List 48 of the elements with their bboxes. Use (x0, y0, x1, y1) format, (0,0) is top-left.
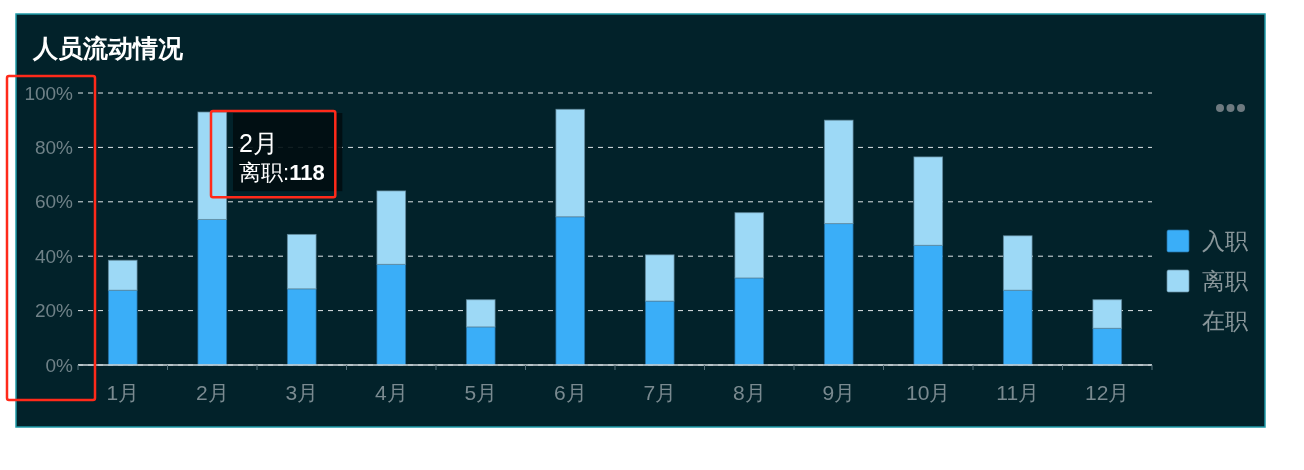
bar (197, 111, 228, 220)
x-tick-label: 11月 (996, 381, 1040, 404)
x-tick-label: 4月 (374, 381, 408, 404)
bar (555, 108, 586, 218)
annotation: 离职:118 (239, 160, 325, 186)
y-tick-label: 40% (34, 245, 74, 267)
x-tick-label: 12月 (1085, 381, 1130, 404)
x-tick-label: 1月 (106, 381, 140, 404)
bar (107, 289, 138, 366)
annotation: 2月 (239, 128, 278, 157)
x-tick-label: 6月 (553, 381, 587, 404)
y-tick-label: 100% (24, 82, 74, 104)
bar (1002, 289, 1033, 366)
bar (197, 218, 228, 366)
bar (555, 216, 586, 366)
bar (376, 263, 407, 366)
bar (286, 288, 317, 366)
x-tick-label: 9月 (822, 381, 856, 404)
bar (644, 300, 675, 366)
chart-title: 人员流动情况 (32, 34, 184, 62)
x-tick-label: 3月 (285, 381, 319, 404)
bar (1092, 299, 1123, 329)
y-tick-label: 20% (34, 300, 74, 322)
y-tick-label: 60% (34, 191, 74, 213)
bar (1092, 327, 1123, 366)
x-tick-label: 10月 (906, 381, 951, 404)
text: 在职 (1202, 308, 1248, 335)
bar (734, 212, 765, 279)
bar (465, 299, 496, 328)
bar (107, 259, 138, 291)
legend-label: 离职 (1202, 268, 1248, 295)
x-tick-label: 8月 (732, 381, 766, 404)
bar (376, 190, 407, 265)
x-tick-label: 2月 (195, 381, 229, 404)
bar (823, 223, 854, 366)
bar (734, 277, 765, 366)
legend-label: 入职 (1202, 228, 1248, 255)
y-tick-label: 0% (45, 354, 74, 376)
bar (465, 326, 496, 366)
x-tick-label: 5月 (464, 381, 498, 404)
bar (286, 233, 317, 290)
y-tick-label: 80% (34, 137, 74, 159)
bar (913, 156, 944, 246)
bar (913, 244, 944, 366)
bar (644, 254, 675, 302)
bar (1002, 235, 1033, 291)
bar (823, 119, 854, 225)
x-tick-label: 7月 (643, 381, 677, 404)
